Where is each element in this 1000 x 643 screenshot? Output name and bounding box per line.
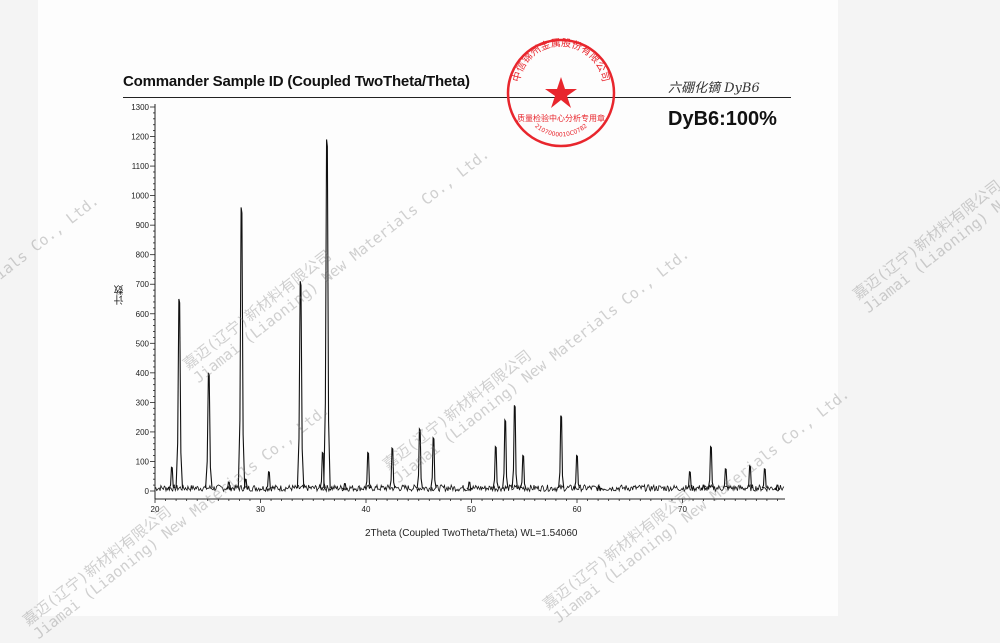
svg-text:质量检验中心分析专用章: 质量检验中心分析专用章 (517, 113, 605, 123)
diffraction-peak (502, 418, 509, 489)
diffraction-peak (700, 484, 707, 492)
y-tick-label: 900 (136, 221, 150, 230)
diffraction-peak (430, 436, 437, 489)
diffraction-peak (175, 298, 184, 489)
y-tick-label: 800 (136, 251, 150, 260)
diffraction-peak (722, 467, 729, 489)
title-rule (123, 97, 791, 98)
x-tick-label: 50 (467, 505, 476, 514)
diffraction-peak (205, 372, 213, 489)
diffraction-peak (237, 207, 246, 489)
diffraction-peak (520, 454, 527, 489)
xrd-chart: 0 100 200 300 400 500 600 700 800 900 1000 1100 1200… (131, 103, 785, 514)
y-tick-label: 700 (136, 280, 150, 289)
x-axis-label: 2Theta (Coupled TwoTheta/Theta) WL=1.540… (365, 528, 578, 539)
handwritten-note: 六硼化镝 DyB6 (668, 81, 760, 96)
diffraction-peak (243, 478, 249, 490)
diffraction-peak (225, 481, 232, 491)
y-tick-label: 400 (136, 369, 150, 378)
y-axis-label: 计数 (115, 285, 126, 305)
diffraction-peak (296, 281, 305, 489)
x-tick-label: 60 (573, 505, 582, 514)
diffraction-peak (774, 484, 781, 492)
diffraction-peak (707, 445, 715, 489)
y-tick-label: 200 (136, 428, 150, 437)
diffraction-peak (323, 139, 331, 489)
diffraction-peak (265, 470, 272, 489)
y-tick-label: 0 (145, 487, 150, 496)
diffraction-peak (364, 451, 372, 489)
diffraction-peak (389, 446, 396, 489)
y-tick-label: 1300 (131, 103, 149, 112)
diffraction-peak (761, 467, 768, 489)
y-tick-label: 500 (136, 339, 150, 348)
baseline-noise (154, 483, 785, 493)
y-tick-label: 1000 (131, 192, 149, 201)
diffraction-peak (558, 415, 565, 489)
diffraction-peak (416, 427, 423, 489)
phase-result: DyB6:100% (668, 108, 777, 130)
diffraction-peak (341, 482, 348, 491)
diffraction-peak (511, 405, 518, 489)
axes (154, 104, 785, 500)
diffraction-peak (168, 466, 175, 489)
diffraction-peak (466, 481, 473, 491)
diffraction-peak (573, 454, 581, 489)
y-tick-label: 1100 (132, 162, 150, 171)
y-tick-label: 600 (136, 310, 150, 319)
y-tick-label: 1200 (131, 133, 149, 142)
y-tick-label: 300 (136, 398, 150, 407)
x-tick-label: 40 (362, 505, 371, 514)
svg-text:中信锦州金属股份有限公司: 中信锦州金属股份有限公司 (509, 37, 610, 83)
svg-text:2107000010C0782: 2107000010C0782 (533, 123, 589, 139)
chart-title: Commander Sample ID (Coupled TwoTheta/Th… (123, 73, 470, 90)
y-tick-label: 100 (136, 457, 150, 466)
scanned-page (38, 0, 838, 616)
x-tick-label: 30 (256, 505, 265, 514)
ticks: 0 100 200 300 400 500 600 700 800 900 1000 1100 1200… (131, 103, 778, 514)
x-tick-label: 20 (151, 505, 160, 514)
trace (154, 139, 785, 493)
diffraction-peak (746, 464, 754, 489)
diffraction-peak (492, 445, 499, 489)
company-seal: 中信锦州金属股份有限公司 质量检验中心分析专用章 2107000010C0782 (506, 37, 616, 148)
diffraction-peak (686, 470, 693, 489)
x-tick-label: 70 (678, 505, 687, 514)
diffraction-peak (596, 485, 603, 492)
